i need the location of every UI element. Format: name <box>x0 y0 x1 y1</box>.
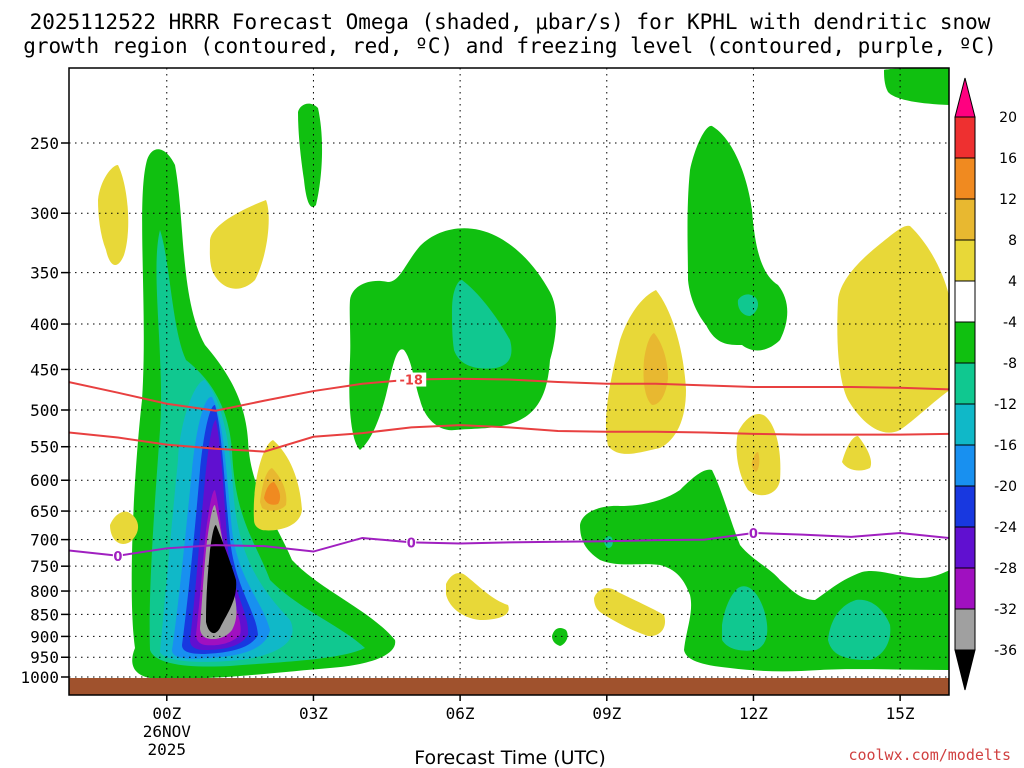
omega-region-black-core <box>206 525 237 634</box>
omega-region-green-mid-block <box>349 228 557 450</box>
chart-title-line1: 2025112522 HRRR Forecast Omega (shaded, … <box>30 10 991 34</box>
x-tick-label: 03Z <box>299 704 328 723</box>
omega-region-teal-lower-right-a <box>722 586 768 651</box>
y-tick-label: 1000 <box>20 668 59 687</box>
colorbar-tick-label: 20 <box>999 110 1017 126</box>
y-tick-label: 400 <box>30 315 59 334</box>
colorbar-bottom-arrow <box>954 649 976 691</box>
colorbar-segment <box>954 403 976 446</box>
y-tick-label: 550 <box>30 438 59 457</box>
contour-label: 0 <box>113 550 122 565</box>
contour-line-minus18 <box>69 377 949 412</box>
y-tick-label: 300 <box>30 204 59 223</box>
contour-label-bg <box>406 535 417 550</box>
y-tick-label: 950 <box>30 648 59 667</box>
colorbar-tick-label: -12 <box>994 397 1017 413</box>
x-tick-label: 06Z <box>446 704 475 723</box>
x-tick-label: 09Z <box>592 704 621 723</box>
y-tick-label: 750 <box>30 557 59 576</box>
colorbar-segment <box>954 116 976 159</box>
omega-region-yellow-09z-low <box>594 588 666 637</box>
omega-region-green-12z-upper <box>687 125 788 351</box>
colorbar-segment <box>954 485 976 528</box>
x-tick-date: 26NOV <box>143 722 192 741</box>
contour-label: -18 <box>399 374 423 389</box>
colorbar-segment <box>954 198 976 241</box>
x-tick-label: 15Z <box>886 704 915 723</box>
omega-region-orange-10z <box>643 333 668 405</box>
omega-region-darkorange-02z <box>264 482 281 505</box>
y-tick-label: 850 <box>30 605 59 624</box>
omega-region-green-top-right <box>884 68 949 105</box>
omega-colorbar: 20 16 12 8 4 -4 -8 -12 -16 -20 -24 -28 -32 -36 <box>954 77 1017 691</box>
contour-label-bg <box>748 525 759 540</box>
colorbar-tick-label: -24 <box>994 520 1017 536</box>
x-tick-label: 00Z <box>152 704 181 723</box>
contour-label: 0 <box>407 536 416 551</box>
colorbar-tick-label: -20 <box>994 479 1017 495</box>
y-tick-label: 250 <box>30 134 59 153</box>
colorbar-tick-label: 16 <box>999 151 1017 167</box>
colorbar-tick-label: -4 <box>1003 315 1017 331</box>
colorbar-segment <box>954 239 976 282</box>
colorbar-segment <box>954 608 976 651</box>
colorbar-segment <box>954 321 976 364</box>
omega-region-yellow-upper-left <box>98 165 129 266</box>
colorbar-tick-label: -32 <box>994 602 1017 618</box>
colorbar-segment <box>954 444 976 487</box>
colorbar-segment <box>954 280 976 323</box>
omega-region-green-03z-upper <box>298 103 323 208</box>
omega-region-teal-12z-upper <box>737 294 758 316</box>
colorbar-segment <box>954 157 976 200</box>
omega-region-yellow-14z-small <box>842 436 872 471</box>
plot-frame <box>68 67 950 696</box>
colorbar-tick-label: 8 <box>1008 233 1017 249</box>
x-tick-label: 12Z <box>739 704 768 723</box>
y-tick-label: 500 <box>30 401 59 420</box>
colorbar-segment <box>954 526 976 569</box>
omega-region-orange-12z-small <box>751 452 760 472</box>
colorbar-tick-label: 12 <box>999 192 1017 208</box>
colorbar-tick-label: 4 <box>1008 274 1017 290</box>
colorbar-segment <box>954 567 976 610</box>
contour-label-bg <box>396 372 427 387</box>
credit-text: coolwx.com/modelts <box>848 746 1011 764</box>
colorbar-tick-label: -36 <box>994 643 1017 659</box>
x-axis-label: Forecast Time (UTC) <box>414 747 605 768</box>
y-tick-label: 700 <box>30 531 59 550</box>
omega-region-yellow-15z <box>837 225 949 433</box>
omega-region-yellow-01z-upper <box>209 200 269 289</box>
contour-lines: -18 0 0 0 <box>69 372 949 565</box>
colorbar-tick-label: -8 <box>1003 356 1017 372</box>
y-tick-label: 450 <box>30 360 59 379</box>
contour-line-0 <box>69 531 949 557</box>
colorbar-tick-label: -16 <box>994 438 1017 454</box>
omega-region-green-08z-dot <box>552 628 568 646</box>
y-axis: 250 300 350 400 450 500 550 600 650 700 750 800 850 9… <box>20 134 69 687</box>
omega-region-yellow-lower-left <box>110 511 139 545</box>
y-tick-label: 650 <box>30 502 59 521</box>
y-tick-label: 900 <box>30 627 59 646</box>
y-tick-label: 350 <box>30 264 59 283</box>
colorbar-segment <box>954 362 976 405</box>
colorbar-tick-label: -28 <box>994 561 1017 577</box>
omega-region-teal-mid-block <box>452 280 512 369</box>
x-tick-year: 2025 <box>148 740 187 759</box>
y-tick-label: 600 <box>30 471 59 490</box>
chart-title-line2: growth region (contoured, red, ºC) and f… <box>23 34 997 58</box>
omega-region-yellow-06z-low <box>446 573 509 620</box>
gridlines <box>69 68 949 695</box>
ground-strip <box>69 678 949 695</box>
colorbar-top-arrow <box>954 77 976 118</box>
contour-label: 0 <box>749 527 758 542</box>
y-tick-label: 800 <box>30 582 59 601</box>
contour-label-bg <box>112 548 123 563</box>
contour-line-minus12 <box>69 424 949 453</box>
